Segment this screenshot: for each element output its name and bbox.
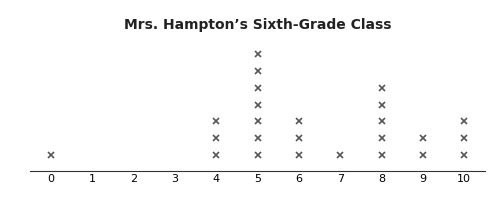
Title: Mrs. Hampton’s Sixth-Grade Class: Mrs. Hampton’s Sixth-Grade Class: [124, 18, 391, 32]
